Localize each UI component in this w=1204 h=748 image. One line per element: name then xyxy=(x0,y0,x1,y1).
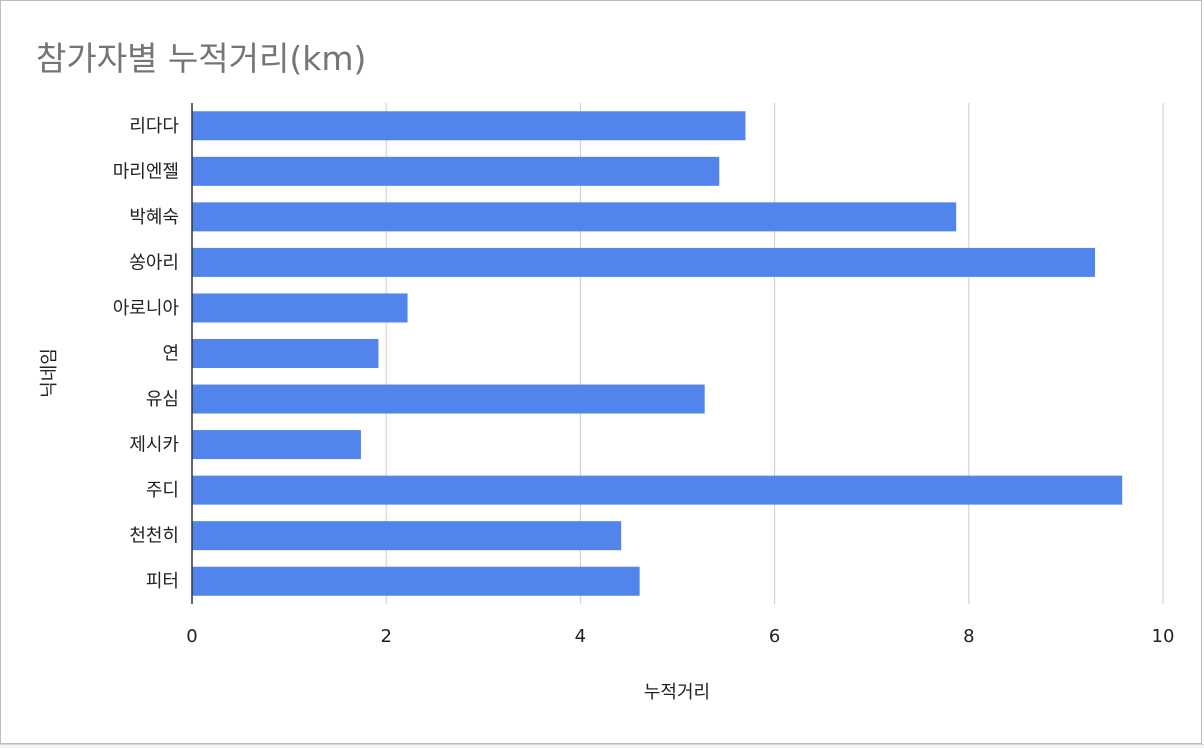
category-label: 유심 xyxy=(146,389,179,410)
bars xyxy=(192,111,1123,596)
sheet-footer-edge xyxy=(0,744,1204,748)
x-tick-label: 8 xyxy=(963,626,974,647)
x-tick-labels: 0 2 4 6 8 10 xyxy=(186,626,1174,647)
gridlines xyxy=(385,103,1164,604)
x-tick-label: 2 xyxy=(380,626,391,647)
bar xyxy=(192,566,640,596)
bar xyxy=(192,247,1096,277)
x-tick-label: 6 xyxy=(769,626,780,647)
bar xyxy=(192,521,622,551)
category-label: 박혜숙 xyxy=(129,207,179,228)
x-axis-title: 누적거리 xyxy=(644,682,710,703)
category-label: 마리엔젤 xyxy=(113,161,179,182)
bar xyxy=(192,156,720,186)
bar xyxy=(192,475,1123,505)
chart-title: 참가자별 누적거리(km) xyxy=(36,39,366,78)
bar xyxy=(192,430,361,460)
category-label: 피터 xyxy=(146,571,179,592)
category-label: 아로니아 xyxy=(113,298,180,319)
x-tick-label: 0 xyxy=(186,626,197,647)
category-label: 주디 xyxy=(146,480,179,501)
bar xyxy=(192,111,746,141)
x-tick-label: 4 xyxy=(575,626,586,647)
bar xyxy=(192,293,408,323)
bar xyxy=(192,202,957,232)
category-label: 천천히 xyxy=(129,526,179,547)
category-label: 연 xyxy=(162,344,179,365)
category-label: 쏭아리 xyxy=(129,252,179,273)
bar xyxy=(192,339,379,368)
category-label: 제시카 xyxy=(129,435,179,456)
category-label: 리다다 xyxy=(129,116,179,137)
x-tick-label: 10 xyxy=(1152,626,1175,647)
y-axis-title: 닉네임 xyxy=(39,348,60,398)
bar xyxy=(192,384,705,414)
